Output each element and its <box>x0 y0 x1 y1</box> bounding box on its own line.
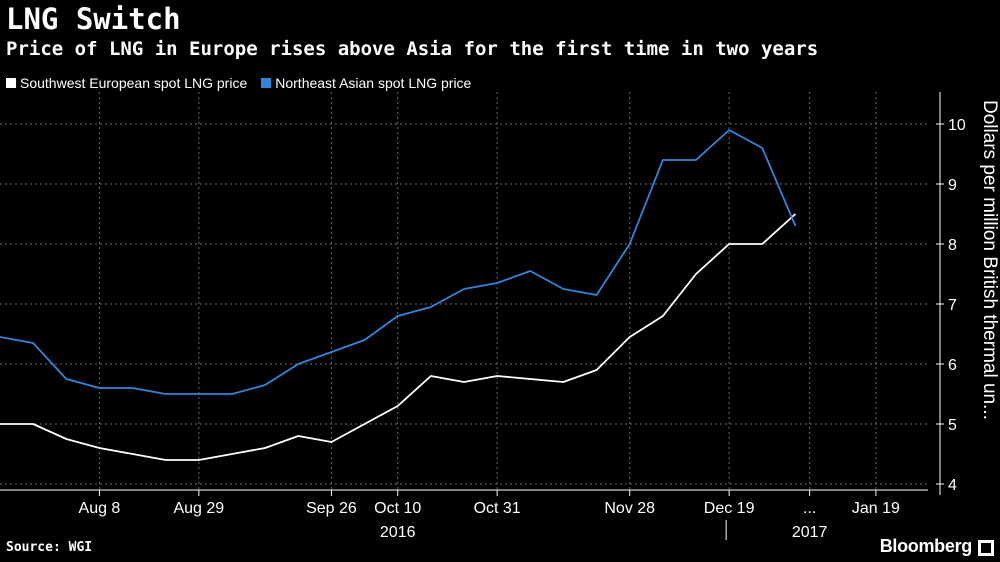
legend-swatch-asia <box>261 78 272 88</box>
axes <box>0 92 944 540</box>
x-tick-label: Oct 10 <box>374 500 421 517</box>
y-tick-label: 9 <box>948 177 957 194</box>
y-tick-label: 4 <box>948 477 957 494</box>
x-tick-label: Aug 29 <box>173 500 224 517</box>
series-line-europe <box>0 213 797 461</box>
chart-subtitle: Price of LNG in Europe rises above Asia … <box>6 38 819 60</box>
legend-label-europe: Southwest European spot LNG price <box>20 75 248 91</box>
x-tick-label: Nov 28 <box>604 500 655 517</box>
legend-item-europe: Southwest European spot LNG price <box>6 75 247 91</box>
x-tick-label: Aug 8 <box>79 500 121 517</box>
year-label: 2017 <box>792 524 828 541</box>
x-tick-label: Jan 19 <box>852 500 900 517</box>
legend-label-asia: Northeast Asian spot LNG price <box>275 75 472 91</box>
legend: Southwest European spot LNG price Northe… <box>6 75 471 91</box>
brand-logo-text: Bloomberg <box>879 536 973 556</box>
year-label: 2016 <box>380 524 416 541</box>
series-line-asia <box>0 129 797 395</box>
y-tick-label: 6 <box>948 357 957 374</box>
x-tick-label: Sep 26 <box>306 500 357 517</box>
y-tick-label: 5 <box>948 417 957 434</box>
x-tick-label: Oct 31 <box>474 500 521 517</box>
bloomberg-square-icon <box>978 540 994 556</box>
x-tick-label: Dec 19 <box>704 500 755 517</box>
source-note: Source: WGI <box>6 540 93 555</box>
grid-lines <box>0 92 928 490</box>
y-tick-label: 8 <box>948 237 957 254</box>
legend-item-asia: Northeast Asian spot LNG price <box>261 75 471 91</box>
y-axis-label: Dollars per million British thermal un..… <box>979 100 1000 420</box>
legend-swatch-europe <box>6 78 16 88</box>
chart-title: LNG Switch <box>6 2 181 36</box>
y-tick-label: 7 <box>948 297 957 314</box>
tick-labels: 4 5 6 7 8 9 10 Aug 8 Aug 29 Sep 26 Oct 10 Oct 31 Nov… <box>79 117 966 541</box>
series-lines <box>0 129 797 461</box>
y-tick-label: 10 <box>948 117 966 134</box>
x-tick-label: ... <box>803 500 816 517</box>
